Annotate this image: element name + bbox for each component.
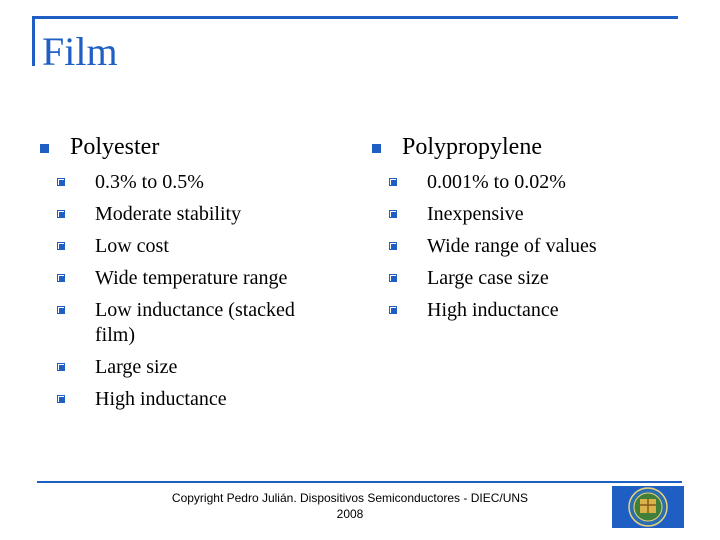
slide-title: Film: [42, 29, 118, 74]
list-item: Moderate stability: [40, 202, 330, 227]
footer: Copyright Pedro Julián. Dispositivos Sem…: [150, 490, 550, 522]
bullet-list: 0.001% to 0.02% Inexpensive Wide range o…: [372, 170, 672, 323]
bullet-list: 0.3% to 0.5% Moderate stability Low cost…: [40, 170, 330, 412]
checkbox-bullet-icon: [57, 178, 65, 186]
list-item-text: High inductance: [427, 299, 559, 321]
list-item: 0.001% to 0.02%: [372, 170, 672, 195]
list-item-text: Moderate stability: [95, 203, 242, 225]
square-bullet-icon: [40, 144, 49, 153]
checkbox-bullet-icon: [389, 242, 397, 250]
list-item-text: Inexpensive: [427, 203, 524, 225]
column-polyester: Polyester 0.3% to 0.5% Moderate stabilit…: [40, 132, 330, 419]
list-item-text: High inductance: [95, 388, 227, 410]
heading-text: Polypropylene: [402, 134, 542, 160]
list-item-text: Large case size: [427, 267, 549, 289]
checkbox-bullet-icon: [57, 363, 65, 371]
footer-year: 2008: [336, 507, 364, 521]
list-item: Low cost: [40, 234, 330, 259]
checkbox-bullet-icon: [57, 306, 65, 314]
list-item-text: Low cost: [95, 235, 169, 257]
square-bullet-icon: [372, 144, 381, 153]
list-item: Large case size: [372, 266, 672, 291]
list-item: Large size: [40, 355, 330, 380]
list-item-text: Wide range of values: [427, 235, 597, 257]
checkbox-bullet-icon: [57, 210, 65, 218]
left-rule: [32, 16, 35, 66]
list-item: Low inductance (stacked film): [40, 298, 330, 348]
list-item-text: Wide temperature range: [95, 267, 288, 289]
checkbox-bullet-icon: [57, 395, 65, 403]
list-item: Wide temperature range: [40, 266, 330, 291]
checkbox-bullet-icon: [389, 178, 397, 186]
column-heading: Polyester: [40, 132, 330, 162]
university-seal-logo: [612, 486, 684, 528]
column-heading: Polypropylene: [372, 132, 672, 162]
heading-text: Polyester: [70, 134, 160, 160]
checkbox-bullet-icon: [389, 306, 397, 314]
list-item: High inductance: [40, 387, 330, 412]
checkbox-bullet-icon: [57, 274, 65, 282]
list-item-text: Low inductance (stacked film): [95, 299, 295, 346]
list-item-text: 0.001% to 0.02%: [427, 171, 566, 193]
list-item-text: 0.3% to 0.5%: [95, 171, 204, 193]
checkbox-bullet-icon: [389, 274, 397, 282]
column-polypropylene: Polypropylene 0.001% to 0.02% Inexpensiv…: [372, 132, 672, 330]
footer-copyright: Copyright Pedro Julián. Dispositivos Sem…: [171, 491, 529, 505]
bottom-rule: [37, 481, 682, 483]
checkbox-bullet-icon: [57, 242, 65, 250]
top-rule: [32, 16, 678, 19]
list-item: 0.3% to 0.5%: [40, 170, 330, 195]
checkbox-bullet-icon: [389, 210, 397, 218]
list-item: Wide range of values: [372, 234, 672, 259]
list-item: Inexpensive: [372, 202, 672, 227]
list-item-text: Large size: [95, 356, 178, 378]
list-item: High inductance: [372, 298, 672, 323]
